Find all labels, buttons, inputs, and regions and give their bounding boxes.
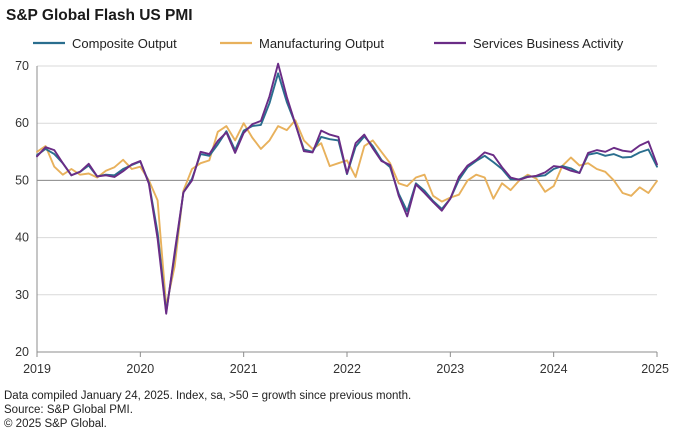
x-tick-label-2019: 2019: [23, 362, 51, 376]
legend: Composite Output Manufacturing Output Serv…: [33, 36, 624, 51]
legend-label-manufacturing-output: Manufacturing Output: [259, 36, 384, 51]
series-line-services-business-activity: [36, 62, 658, 315]
y-tick-label-70: 70: [15, 59, 29, 73]
x-tick-label-2023: 2023: [436, 362, 464, 376]
legend-label-composite-output: Composite Output: [72, 36, 177, 51]
y-tick-label-20: 20: [15, 345, 29, 359]
x-tick-label-2025: 2025: [641, 362, 669, 376]
footer-source: Source: S&P Global PMI.: [4, 404, 133, 416]
footer-note: Data compiled January 24, 2025. Index, s…: [4, 390, 412, 402]
y-tick-label-30: 30: [15, 288, 29, 302]
x-tick-label-2020: 2020: [126, 362, 154, 376]
footer-copyright: © 2025 S&P Global.: [4, 418, 107, 430]
x-axis: 2019 2020 2021 2022 2023 2024 2025: [23, 351, 669, 376]
x-tick-label-2022: 2022: [333, 362, 361, 376]
series-line-manufacturing-output: [36, 119, 658, 308]
x-tick-label-2024: 2024: [540, 362, 568, 376]
series-lines: [36, 62, 658, 315]
legend-label-services-business-activity: Services Business Activity: [473, 36, 624, 51]
series-line-composite-output: [36, 72, 658, 313]
y-tick-label-40: 40: [15, 231, 29, 245]
y-tick-label-60: 60: [15, 116, 29, 130]
pmi-line-chart: Composite Output Manufacturing Output Serv…: [15, 36, 669, 376]
chart-title: S&P Global Flash US PMI: [6, 7, 193, 24]
x-tick-label-2021: 2021: [230, 362, 258, 376]
gridlines: [36, 65, 657, 352]
y-tick-label-50: 50: [15, 173, 29, 187]
y-axis-ticks: 20 30 40 50 60 70: [15, 59, 29, 359]
